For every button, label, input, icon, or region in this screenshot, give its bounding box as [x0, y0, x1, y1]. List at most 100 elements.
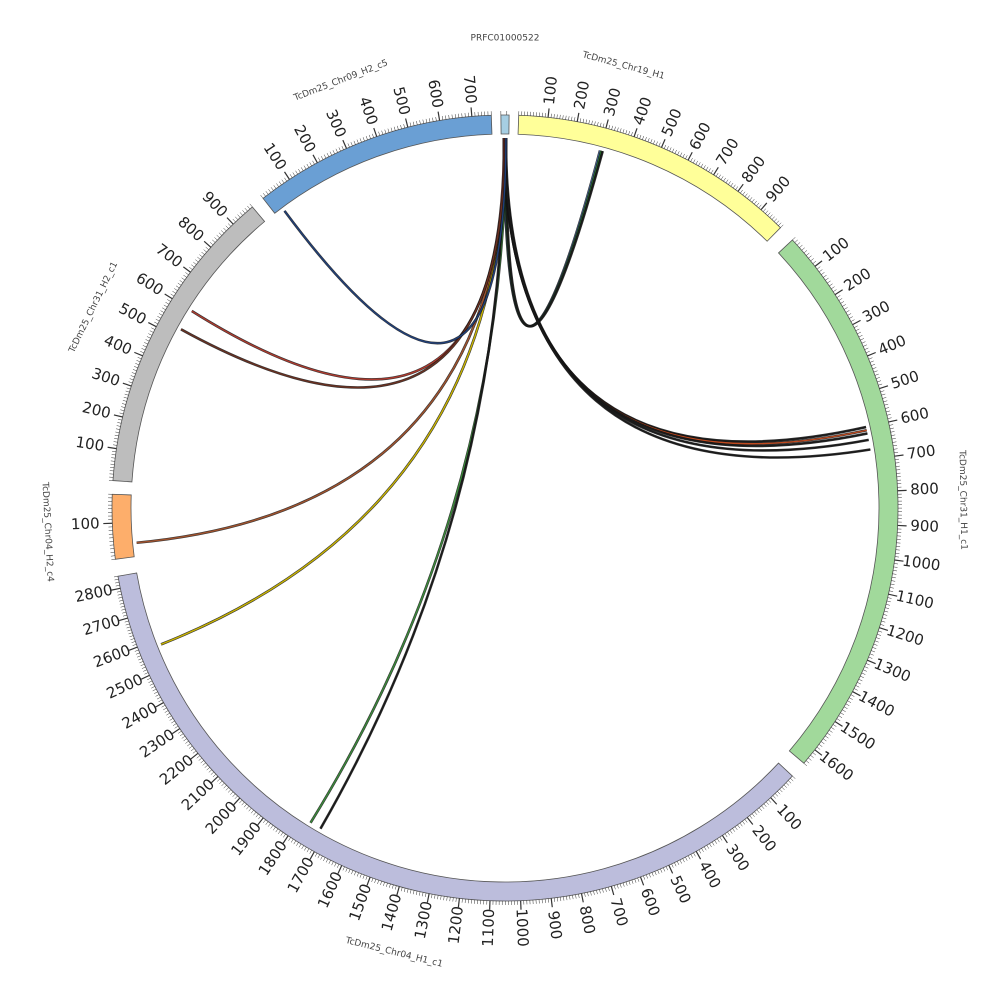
minor-tick	[892, 441, 897, 443]
minor-tick	[891, 580, 896, 582]
minor-tick	[312, 160, 315, 165]
minor-tick	[893, 445, 898, 447]
minor-tick	[873, 370, 878, 373]
minor-tick	[292, 172, 296, 177]
tick-label: 700	[906, 441, 937, 463]
minor-tick	[232, 793, 236, 797]
minor-tick	[323, 857, 326, 862]
minor-tick	[162, 307, 166, 311]
minor-tick	[144, 342, 148, 345]
minor-tick	[585, 119, 587, 124]
minor-tick	[115, 582, 120, 584]
minor-tick	[161, 705, 166, 708]
minor-tick	[120, 605, 125, 608]
minor-tick	[891, 434, 896, 436]
minor-tick	[671, 863, 674, 868]
minor-tick	[237, 214, 241, 218]
minor-tick	[847, 700, 852, 703]
tick-label: 200	[81, 398, 113, 422]
minor-tick	[724, 833, 728, 838]
minor-tick	[562, 115, 564, 120]
minor-tick	[883, 614, 888, 616]
minor-tick	[889, 590, 894, 592]
minor-tick	[400, 124, 402, 129]
minor-tick	[218, 232, 222, 236]
minor-tick	[816, 266, 821, 270]
minor-tick	[193, 261, 197, 265]
minor-tick	[239, 799, 243, 804]
minor-tick	[306, 163, 310, 168]
tick-label: 700	[460, 74, 480, 104]
minor-tick	[855, 685, 860, 688]
minor-tick	[625, 881, 628, 886]
minor-tick	[812, 260, 817, 264]
minor-tick	[139, 661, 144, 664]
minor-tick	[803, 250, 808, 254]
minor-tick	[842, 304, 846, 307]
minor-tick	[749, 197, 753, 201]
major-tick	[576, 112, 580, 122]
minor-tick	[628, 131, 630, 135]
minor-tick	[739, 822, 743, 827]
minor-tick	[642, 135, 645, 140]
minor-tick	[203, 249, 207, 253]
minor-tick	[296, 842, 299, 846]
minor-tick	[216, 234, 220, 239]
minor-tick	[698, 162, 701, 166]
minor-tick	[152, 688, 157, 692]
tick-label: 200	[290, 122, 319, 156]
major-tick	[437, 111, 441, 121]
minor-tick	[608, 125, 611, 130]
minor-tick	[732, 184, 736, 189]
minor-tick	[221, 782, 225, 787]
minor-tick	[877, 380, 882, 383]
major-tick	[257, 817, 264, 826]
minor-tick	[729, 830, 733, 834]
major-tick	[284, 171, 290, 180]
tick-label: 900	[544, 910, 565, 941]
minor-tick	[820, 741, 825, 745]
tick-label: 2400	[119, 698, 161, 733]
minor-tick	[187, 743, 191, 747]
minor-tick	[657, 870, 660, 874]
minor-tick	[206, 767, 210, 771]
minor-tick	[425, 118, 428, 123]
minor-tick	[212, 239, 216, 243]
minor-tick	[409, 889, 412, 894]
segment-tcdm25-chr31-h2-c1	[112, 206, 266, 483]
major-tick	[888, 593, 898, 597]
minor-tick	[631, 879, 634, 884]
tick-label: 200	[570, 79, 593, 110]
minor-tick	[234, 216, 239, 220]
minor-tick	[584, 892, 586, 897]
minor-tick	[639, 134, 642, 139]
minor-tick	[298, 168, 301, 173]
minor-tick	[217, 778, 221, 782]
minor-tick	[818, 744, 823, 747]
minor-tick	[290, 838, 294, 843]
minor-tick	[384, 129, 387, 134]
minor-tick	[365, 135, 368, 140]
minor-tick	[625, 130, 628, 135]
minor-tick	[890, 583, 895, 586]
minor-tick	[441, 115, 444, 120]
minor-tick	[857, 331, 862, 335]
minor-tick	[792, 775, 796, 779]
tick-label: 2500	[104, 670, 146, 703]
tick-label: 400	[629, 95, 655, 128]
minor-tick	[156, 697, 161, 700]
tick-label: 2600	[91, 641, 133, 671]
minor-tick	[887, 417, 892, 419]
tick-label: 1500	[345, 881, 375, 923]
major-tick	[550, 898, 553, 908]
major-tick	[113, 414, 123, 418]
minor-tick	[120, 409, 125, 411]
major-tick	[182, 266, 191, 273]
major-tick	[687, 151, 693, 161]
major-tick	[148, 322, 157, 328]
minor-tick	[122, 611, 127, 614]
minor-tick	[318, 157, 321, 162]
minor-tick	[893, 566, 898, 568]
minor-tick	[345, 867, 348, 872]
minor-tick	[406, 888, 409, 893]
